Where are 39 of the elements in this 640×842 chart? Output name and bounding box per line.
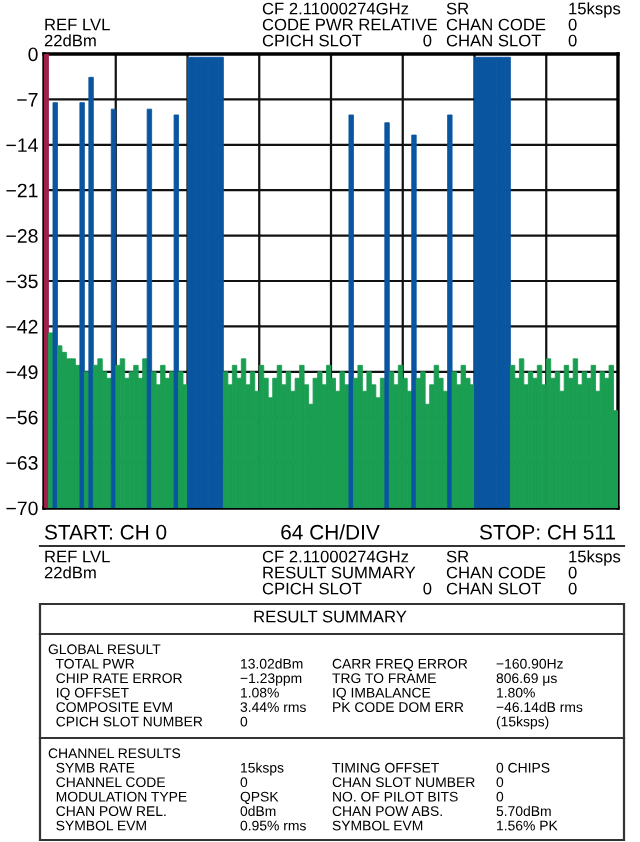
text: REF LVL bbox=[45, 550, 110, 563]
y-tick-label: −28 bbox=[6, 229, 38, 243]
text: CF 2.11000274GHz bbox=[262, 2, 409, 15]
text: CHAN SLOT bbox=[446, 582, 541, 595]
text: 0 bbox=[568, 34, 577, 47]
text: 0 bbox=[423, 582, 432, 595]
text: 22dBm bbox=[44, 34, 96, 47]
text: 15ksps bbox=[569, 550, 621, 566]
text: SR bbox=[446, 550, 469, 563]
y-tick-label: −70 bbox=[6, 501, 38, 516]
text: CHAN SLOT bbox=[446, 34, 541, 47]
text: 0 bbox=[568, 582, 577, 595]
y-tick-label: 0 bbox=[28, 47, 38, 62]
y-tick-label: −35 bbox=[6, 274, 38, 289]
text: CODE PWR RELATIVE bbox=[262, 18, 437, 31]
text: CPICH SLOT bbox=[262, 582, 362, 595]
text: CHAN CODE bbox=[446, 18, 546, 31]
text: START: CH 0 bbox=[44, 524, 167, 540]
y-tick-label: −14 bbox=[6, 138, 38, 152]
y-tick-label: −49 bbox=[6, 365, 38, 380]
text: 0 bbox=[568, 18, 577, 31]
text: CHAN CODE bbox=[446, 566, 546, 579]
text: 0 bbox=[568, 566, 577, 579]
text: 22dBm bbox=[44, 566, 96, 579]
text: 15ksps bbox=[569, 2, 621, 18]
y-tick-label: −21 bbox=[6, 183, 38, 198]
text: 0 bbox=[423, 34, 432, 47]
y-tick-label: −7 bbox=[17, 93, 38, 107]
text: SR bbox=[446, 2, 469, 15]
text: REF LVL bbox=[45, 18, 110, 31]
y-tick-label: −56 bbox=[6, 410, 38, 425]
text: RESULT SUMMARY bbox=[263, 566, 416, 579]
text: CPICH SLOT bbox=[262, 34, 362, 47]
text: STOP: CH 511 bbox=[479, 524, 615, 540]
y-tick-label: −42 bbox=[6, 319, 38, 334]
y-tick-label: −63 bbox=[6, 456, 38, 470]
text: CF 2.11000274GHz bbox=[262, 550, 409, 563]
text: 64 CH/DIV bbox=[281, 524, 380, 540]
text: RESULT SUMMARY bbox=[254, 610, 407, 623]
